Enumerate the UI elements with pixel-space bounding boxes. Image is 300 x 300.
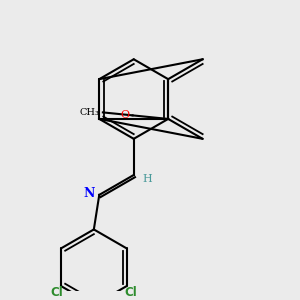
Text: Cl: Cl (50, 286, 63, 299)
Text: N: N (84, 187, 95, 200)
Text: CH₃: CH₃ (80, 108, 99, 117)
Text: O: O (121, 110, 130, 120)
Text: Cl: Cl (125, 286, 137, 299)
Text: H: H (143, 174, 152, 184)
